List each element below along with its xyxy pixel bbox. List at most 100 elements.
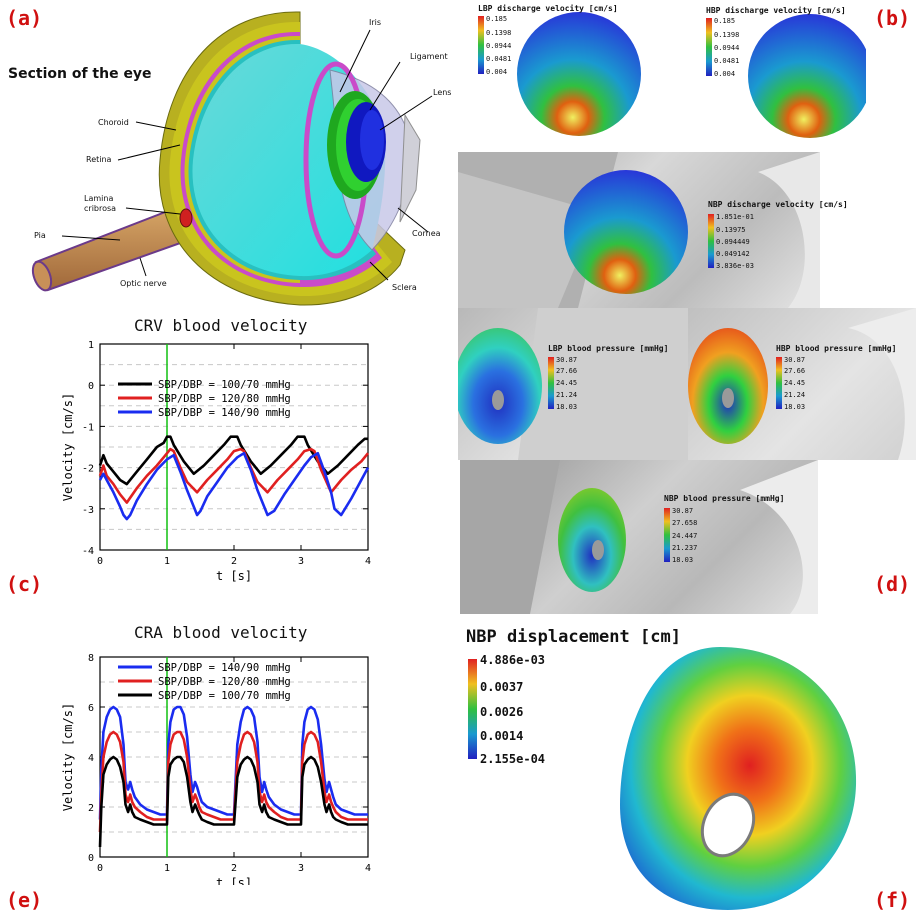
b-map-nbp-colorbar bbox=[708, 214, 714, 268]
series-line-0 bbox=[98, 705, 368, 820]
f-map-tick: 2.155e-04 bbox=[480, 752, 546, 766]
y-tick-label: 2 bbox=[88, 803, 94, 814]
cra-chart-title: CRA blood velocity bbox=[134, 623, 308, 642]
d-map-hbp-tick: 24.45 bbox=[784, 379, 806, 387]
f-map-tick: 0.0026 bbox=[480, 705, 524, 719]
legend-label: SBP/DBP = 140/90 mmHg bbox=[158, 662, 291, 674]
y-tick-label: 8 bbox=[88, 653, 94, 664]
d-map-hbp-tick: 21.24 bbox=[784, 391, 806, 399]
y-tick-label: -2 bbox=[82, 464, 94, 475]
x-tick-label: 4 bbox=[365, 556, 371, 567]
y-tick-label: -1 bbox=[82, 422, 94, 433]
d-map-lbp-tick: 18.03 bbox=[556, 403, 578, 411]
panel-label-e: (e) bbox=[6, 888, 43, 912]
f-map-title: NBP displacement [cm] bbox=[466, 627, 681, 647]
d-map-lbp-tick: 27.66 bbox=[556, 367, 578, 375]
y-tick-label: 1 bbox=[88, 340, 94, 351]
y-tick-label: 0 bbox=[88, 853, 94, 864]
label-sclera: Sclera bbox=[392, 283, 417, 292]
crv-chart: 0 1 2 3 4 -4 -3 -2 -1 0 1 t [s] Velocity [cm/s] SBP/D… bbox=[61, 340, 371, 583]
x-tick-label: 2 bbox=[231, 556, 237, 567]
d-map-nbp-tick: 18.03 bbox=[672, 556, 694, 564]
x-tick-label: 2 bbox=[231, 863, 237, 874]
d-map-nbp: NBP blood pressure [mmHg] 30.87 27.658 2… bbox=[460, 460, 818, 614]
d-map-hbp-colorbar bbox=[776, 357, 782, 409]
b-map-lbp-tick: 0.0481 bbox=[486, 55, 512, 63]
b-map-lbp-tick: 0.0944 bbox=[486, 42, 512, 50]
d-map-lbp-title: LBP blood pressure [mmHg] bbox=[548, 344, 669, 353]
panel-label-c: (c) bbox=[6, 572, 43, 596]
d-map-lbp-tick: 24.45 bbox=[556, 379, 578, 387]
x-tick-label: 3 bbox=[298, 863, 304, 874]
displacement-disk bbox=[620, 647, 857, 910]
d-map-nbp-colorbar bbox=[664, 508, 670, 562]
panel-label-b: (b) bbox=[874, 6, 911, 30]
series-line-2 bbox=[98, 451, 370, 521]
b-map-hbp-tick: 0.004 bbox=[714, 70, 736, 78]
b-map-hbp-tick: 0.185 bbox=[714, 17, 736, 25]
panel-label-a: (a) bbox=[6, 6, 43, 30]
x-axis-label: t [s] bbox=[216, 876, 252, 885]
b-map-nbp-tick: 1.851e-01 bbox=[716, 213, 754, 221]
d-map-lbp-tick: 21.24 bbox=[556, 391, 578, 399]
b-map-lbp-title: LBP discharge velocity [cm/s] bbox=[478, 4, 618, 13]
b-map-nbp-tick: 0.13975 bbox=[716, 226, 746, 234]
d-map-nbp-tick: 27.658 bbox=[672, 519, 698, 527]
d-map-nbp-title: NBP blood pressure [mmHg] bbox=[664, 494, 785, 503]
b-map-hbp: HBP discharge velocity [cm/s] 0.185 0.13… bbox=[686, 0, 872, 150]
d-map-hbp-title: HBP blood pressure [mmHg] bbox=[776, 344, 897, 353]
d-map-lbp-colorbar bbox=[548, 357, 554, 409]
d-map-hbp: HBP blood pressure [mmHg] 30.87 27.66 24… bbox=[688, 308, 916, 460]
leader-lines bbox=[61, 29, 433, 281]
f-map-tick: 0.0014 bbox=[480, 729, 524, 743]
b-map-lbp-tick: 0.185 bbox=[486, 15, 508, 23]
legend-label: SBP/DBP = 120/80 mmHg bbox=[158, 676, 291, 688]
eye-title: Section of the eye bbox=[8, 66, 152, 82]
b-map-nbp: NBP discharge velocity [cm/s] 1.851e-01 … bbox=[458, 152, 848, 308]
b-map-hbp-tick: 0.0944 bbox=[714, 44, 740, 52]
eye-diagram: Section of the eye Iris Ligament Lens Ch… bbox=[0, 0, 460, 310]
b-map-nbp-title: NBP discharge velocity [cm/s] bbox=[708, 200, 848, 209]
b-map-hbp-title: HBP discharge velocity [cm/s] bbox=[706, 6, 846, 15]
f-map-tick: 4.886e-03 bbox=[480, 653, 546, 667]
f-map-colorbar bbox=[468, 659, 477, 759]
label-ligament: Ligament bbox=[410, 52, 448, 61]
b-map-lbp: LBP discharge velocity [cm/s] 0.185 0.13… bbox=[460, 0, 672, 150]
f-map-tick: 0.0037 bbox=[480, 680, 524, 694]
x-tick-label: 4 bbox=[365, 863, 371, 874]
x-tick-label: 0 bbox=[97, 556, 103, 567]
cra-chart: 0 1 2 3 4 0 2 4 6 8 t [s] Velocity [cm/s] SBP/DBP = … bbox=[61, 653, 371, 885]
label-lamina: Lamina cribrosa bbox=[84, 194, 117, 213]
crv-chart-title: CRV blood velocity bbox=[134, 316, 308, 335]
d-map-hbp-tick: 27.66 bbox=[784, 367, 806, 375]
label-lens: Lens bbox=[433, 88, 452, 97]
displacement-hole bbox=[700, 792, 756, 858]
b-map-nbp-tick: 0.094449 bbox=[716, 238, 750, 246]
y-tick-label: -3 bbox=[82, 505, 94, 516]
d-map-hbp-tick: 30.87 bbox=[784, 356, 806, 364]
y-tick-label: 0 bbox=[88, 381, 94, 392]
series-line-1 bbox=[98, 730, 368, 833]
b-map-hbp-tick: 0.0481 bbox=[714, 57, 740, 65]
d-map-nbp-tick: 30.87 bbox=[672, 507, 694, 515]
y-axis-label: Velocity [cm/s] bbox=[61, 393, 75, 501]
label-cornea: Cornea bbox=[412, 229, 441, 238]
x-tick-label: 0 bbox=[97, 863, 103, 874]
panel-label-d: (d) bbox=[874, 572, 911, 596]
label-choroid: Choroid bbox=[98, 118, 129, 127]
optic-nerve-shape bbox=[31, 202, 202, 292]
label-iris: Iris bbox=[369, 18, 382, 27]
legend-label: SBP/DBP = 100/70 mmHg bbox=[158, 379, 291, 391]
b-map-lbp-tick: 0.004 bbox=[486, 68, 508, 76]
x-tick-label: 1 bbox=[164, 863, 170, 874]
b-map-lbp-colorbar bbox=[478, 16, 484, 74]
legend-label: SBP/DBP = 120/80 mmHg bbox=[158, 393, 291, 405]
d-map-nbp-tick: 24.447 bbox=[672, 532, 698, 540]
b-map-nbp-tick: 3.836e-03 bbox=[716, 262, 754, 270]
d-map-lbp: LBP blood pressure [mmHg] 30.87 27.66 24… bbox=[454, 308, 688, 460]
x-tick-label: 3 bbox=[298, 556, 304, 567]
f-map-displacement: NBP displacement [cm] 4.886e-03 0.0037 0… bbox=[460, 625, 910, 915]
x-tick-label: 1 bbox=[164, 556, 170, 567]
legend-label: SBP/DBP = 100/70 mmHg bbox=[158, 690, 291, 702]
d-map-nbp-tick: 21.237 bbox=[672, 544, 698, 552]
